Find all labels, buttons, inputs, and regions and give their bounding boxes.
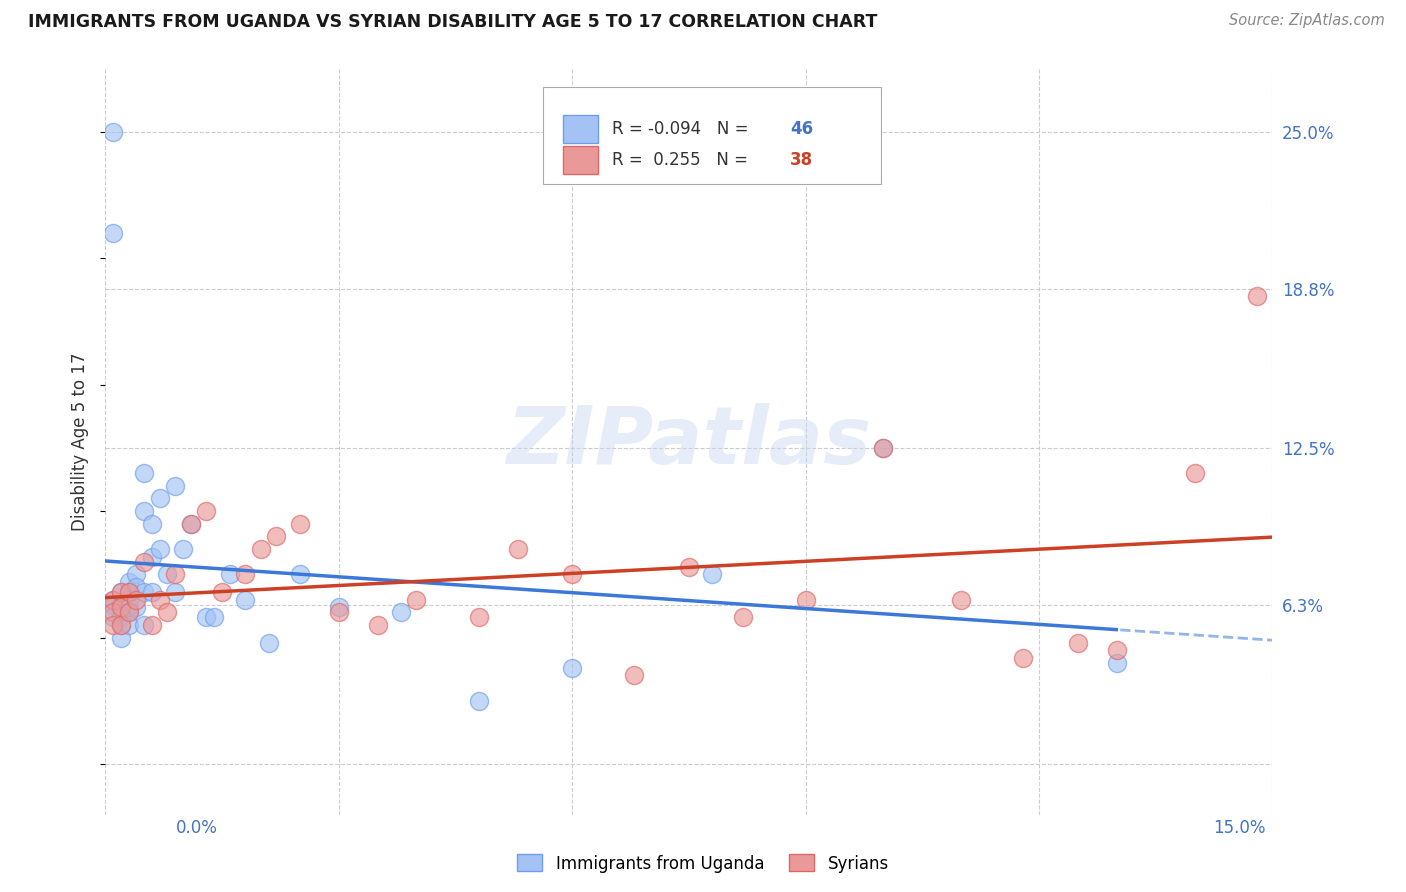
Point: [1067, 635, 1090, 649]
Point: [561, 661, 583, 675]
Point: [110, 631, 132, 645]
Point: [211, 585, 233, 599]
Point: [117, 574, 139, 589]
FancyBboxPatch shape: [562, 146, 598, 175]
Point: [180, 516, 202, 531]
Point: [101, 592, 124, 607]
Point: [141, 585, 163, 599]
Legend: Immigrants from Uganda, Syrians: Immigrants from Uganda, Syrians: [510, 847, 896, 880]
Point: [872, 441, 894, 455]
Point: [266, 529, 288, 543]
Point: [328, 600, 350, 615]
Point: [117, 618, 139, 632]
Point: [110, 600, 132, 615]
Point: [117, 592, 139, 607]
Y-axis label: Disability Age 5 to 17: Disability Age 5 to 17: [72, 352, 89, 531]
Point: [101, 605, 124, 619]
Point: [233, 592, 256, 607]
Point: [165, 585, 187, 599]
FancyBboxPatch shape: [562, 115, 598, 143]
Point: [125, 567, 148, 582]
Point: [165, 479, 187, 493]
Point: [623, 668, 645, 682]
Point: [149, 491, 172, 506]
Point: [733, 610, 755, 624]
Text: Source: ZipAtlas.com: Source: ZipAtlas.com: [1229, 13, 1385, 29]
Point: [702, 567, 724, 582]
Point: [117, 605, 139, 619]
FancyBboxPatch shape: [543, 87, 882, 184]
Point: [202, 610, 225, 624]
Point: [117, 585, 139, 599]
Point: [288, 567, 311, 582]
Point: [678, 559, 700, 574]
Point: [367, 618, 389, 632]
Point: [288, 516, 311, 531]
Point: [872, 441, 894, 455]
Point: [134, 618, 156, 632]
Point: [101, 226, 124, 240]
Point: [156, 567, 179, 582]
Point: [125, 592, 148, 607]
Point: [141, 549, 163, 564]
Text: 38: 38: [790, 152, 814, 169]
Point: [117, 585, 139, 599]
Point: [134, 585, 156, 599]
Point: [110, 585, 132, 599]
Point: [101, 610, 124, 624]
Point: [101, 125, 124, 139]
Text: R = -0.094   N =: R = -0.094 N =: [612, 120, 754, 138]
Point: [195, 504, 218, 518]
Point: [134, 555, 156, 569]
Point: [218, 567, 240, 582]
Text: ZIPatlas: ZIPatlas: [506, 402, 872, 481]
Text: 46: 46: [790, 120, 814, 138]
Point: [165, 567, 187, 582]
Text: R =  0.255   N =: R = 0.255 N =: [612, 152, 754, 169]
Text: 15.0%: 15.0%: [1213, 819, 1265, 837]
Point: [101, 592, 124, 607]
Point: [141, 516, 163, 531]
Point: [257, 635, 280, 649]
Point: [180, 516, 202, 531]
Point: [195, 610, 218, 624]
Point: [389, 605, 412, 619]
Point: [561, 567, 583, 582]
Point: [110, 610, 132, 624]
Point: [141, 618, 163, 632]
Point: [328, 605, 350, 619]
Point: [110, 618, 132, 632]
Point: [125, 580, 148, 594]
Point: [950, 592, 973, 607]
Point: [1105, 643, 1128, 657]
Point: [1012, 650, 1035, 665]
Point: [172, 541, 194, 556]
Point: [794, 592, 817, 607]
Point: [101, 598, 124, 612]
Point: [125, 600, 148, 615]
Point: [117, 600, 139, 615]
Point: [101, 618, 124, 632]
Point: [1184, 466, 1206, 480]
Point: [110, 598, 132, 612]
Point: [233, 567, 256, 582]
Point: [149, 541, 172, 556]
Point: [1246, 289, 1268, 303]
Point: [405, 592, 427, 607]
Point: [149, 592, 172, 607]
Point: [110, 618, 132, 632]
Point: [467, 694, 489, 708]
Point: [156, 605, 179, 619]
Text: 0.0%: 0.0%: [176, 819, 218, 837]
Point: [1105, 656, 1128, 670]
Point: [110, 585, 132, 599]
Point: [134, 466, 156, 480]
Point: [506, 541, 529, 556]
Point: [467, 610, 489, 624]
Point: [117, 605, 139, 619]
Text: IMMIGRANTS FROM UGANDA VS SYRIAN DISABILITY AGE 5 TO 17 CORRELATION CHART: IMMIGRANTS FROM UGANDA VS SYRIAN DISABIL…: [28, 13, 877, 31]
Point: [134, 504, 156, 518]
Point: [250, 541, 273, 556]
